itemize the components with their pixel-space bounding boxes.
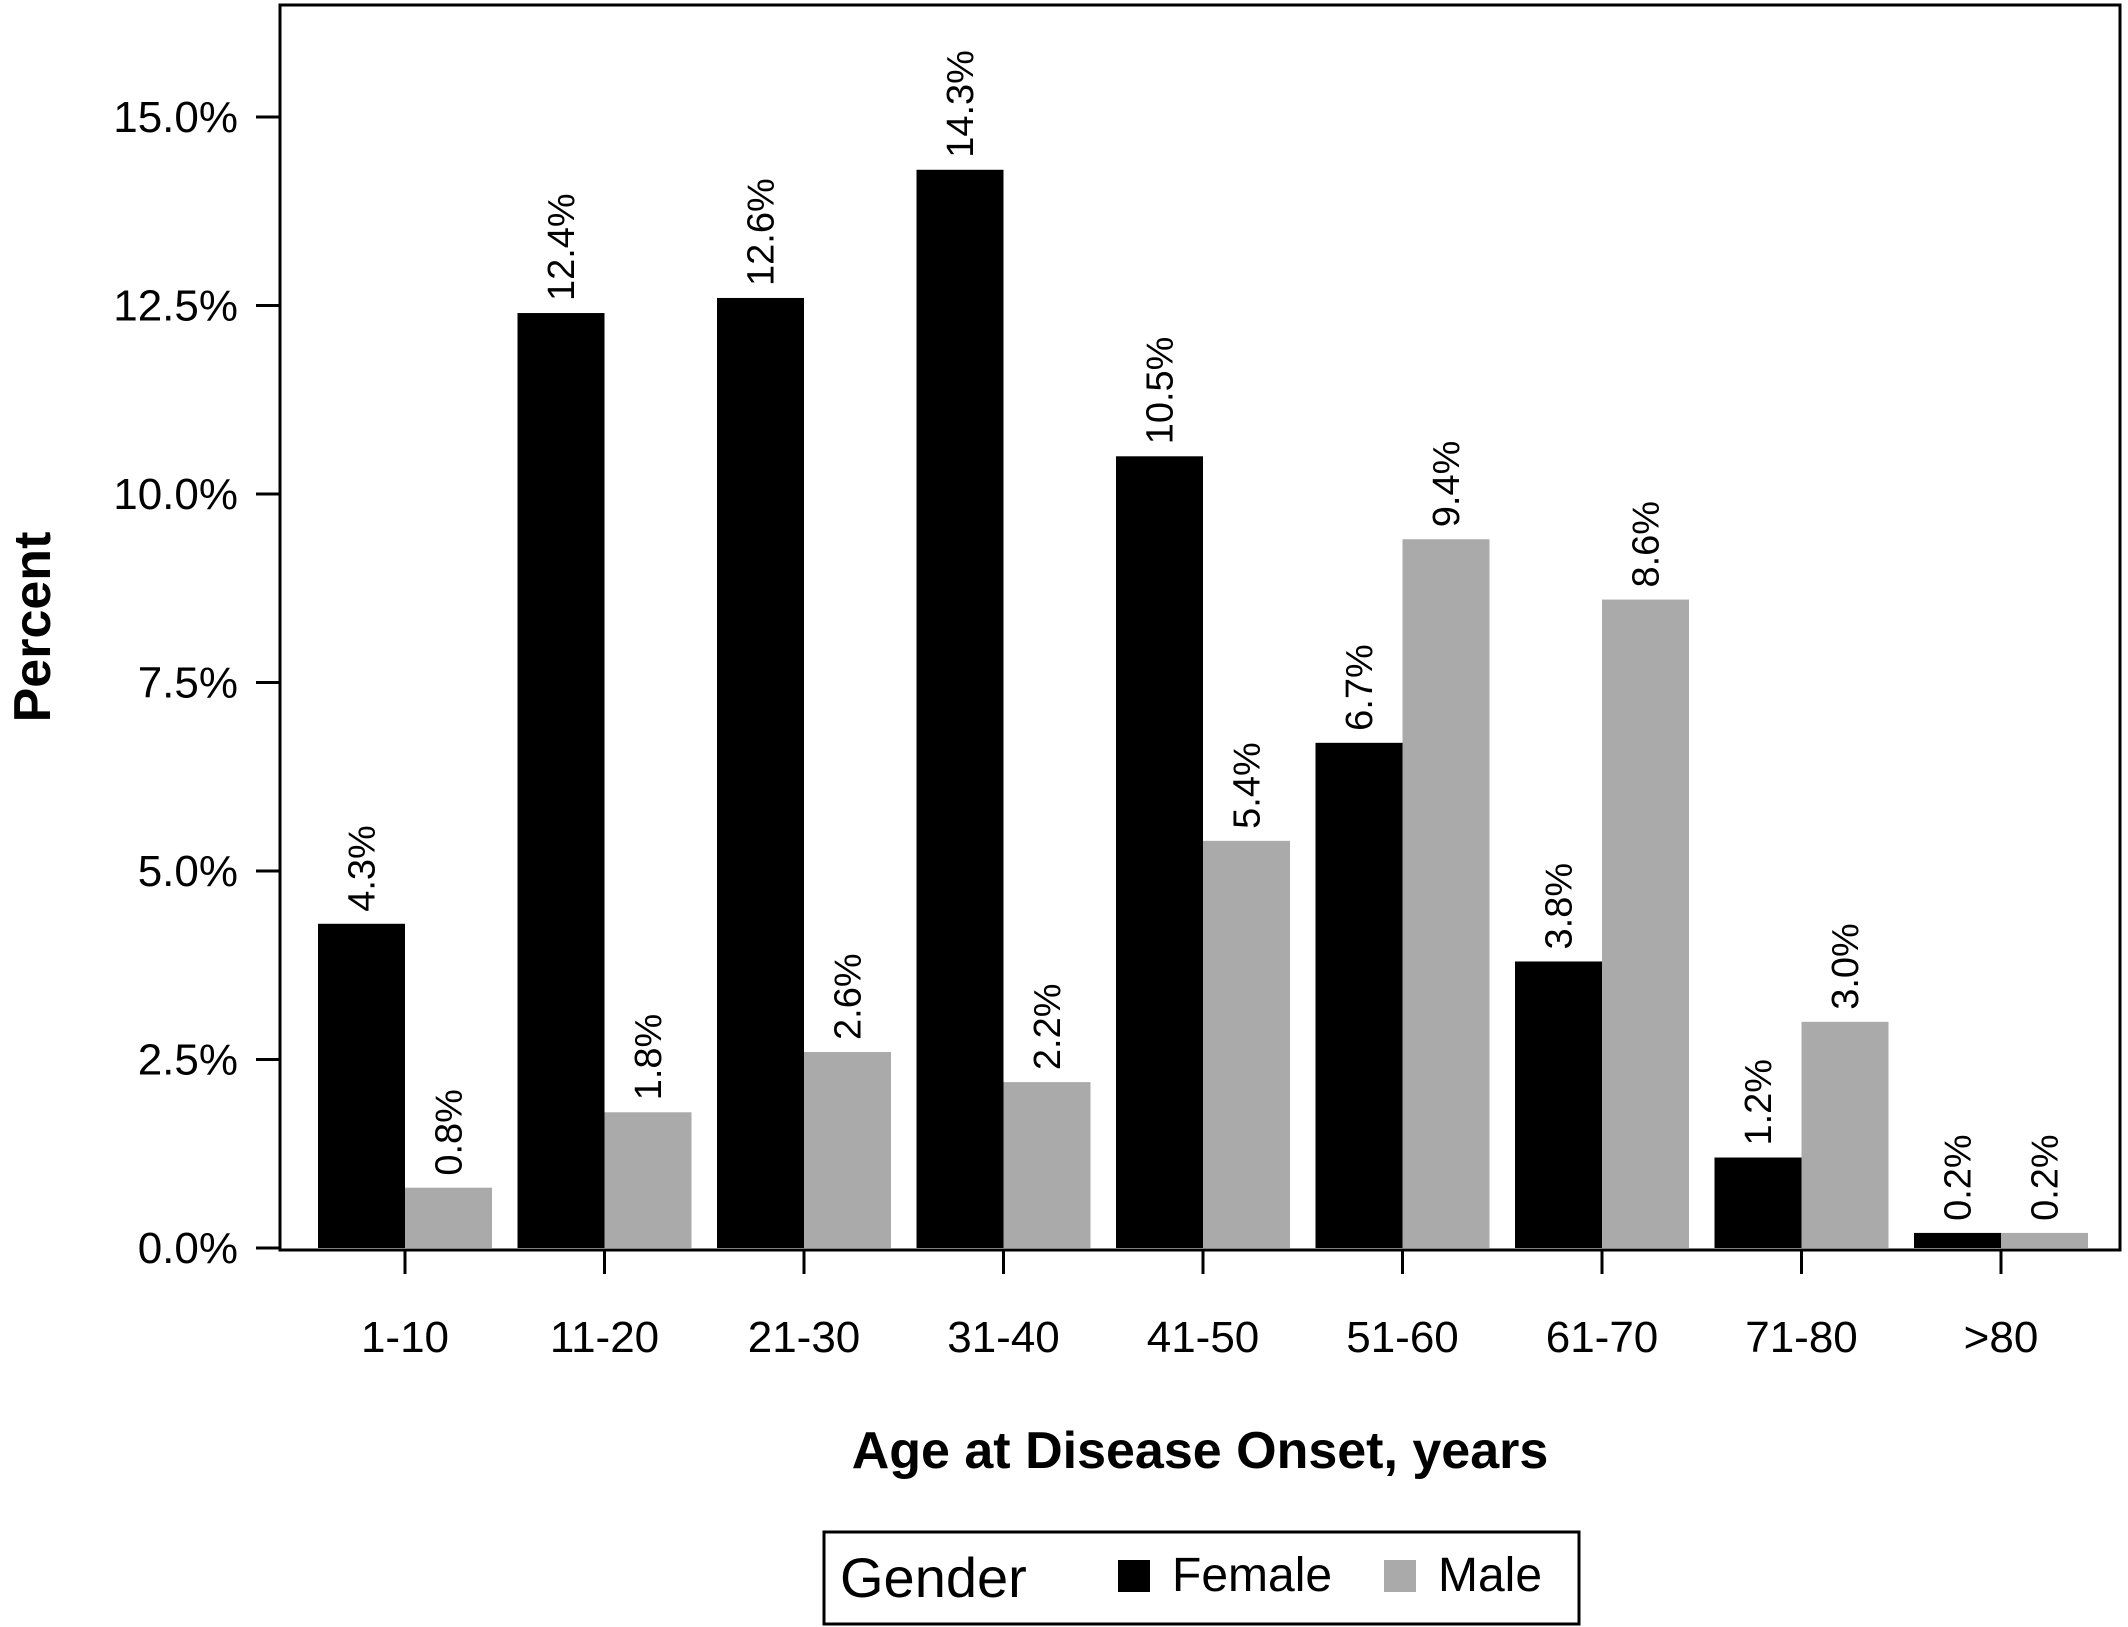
legend-box	[822, 1530, 1581, 1626]
data-label-male: 5.4%	[1227, 742, 1269, 829]
bar-female	[517, 313, 605, 1248]
x-axis-title: Age at Disease Onset, years	[852, 1422, 1549, 1480]
bar-male	[804, 1051, 891, 1248]
legend-label-female: Female	[1172, 1549, 1332, 1602]
data-label-male: 1.8%	[628, 1014, 670, 1101]
y-tick-label: 10.0%	[113, 470, 238, 519]
data-label-female: 4.3%	[342, 825, 384, 912]
data-label-male: 2.2%	[1027, 983, 1069, 1070]
bar-male	[1003, 1082, 1091, 1248]
data-label-female: 10.5%	[1140, 337, 1182, 445]
bar-female	[916, 169, 1004, 1248]
bars	[318, 169, 2088, 1249]
y-axis: 0.0% 2.5% 5.0% 7.5% 10.0% 12.5% 15.0%	[113, 93, 280, 1273]
bar-female	[1315, 742, 1403, 1248]
x-tick-label: 61-70	[1546, 1313, 1659, 1362]
bar-female	[318, 923, 405, 1248]
data-label-female: 0.2%	[1938, 1134, 1980, 1221]
y-tick-label: 2.5%	[138, 1036, 238, 1085]
x-tick-label: 31-40	[947, 1313, 1060, 1362]
legend-swatch-male	[1384, 1560, 1416, 1592]
bar-female	[1714, 1157, 1802, 1248]
bar-male	[1402, 539, 1490, 1248]
data-label-female: 12.6%	[741, 178, 783, 286]
y-tick-label: 7.5%	[138, 659, 238, 708]
data-label-male: 0.8%	[429, 1089, 471, 1176]
bar-male	[1203, 840, 1290, 1248]
legend-title: Gender	[840, 1546, 1027, 1609]
legend-label-male: Male	[1438, 1549, 1542, 1602]
data-label-female: 12.4%	[541, 193, 583, 301]
bar-male	[2001, 1232, 2088, 1248]
bar-male	[1602, 599, 1689, 1248]
bar-female	[717, 297, 804, 1249]
bar-male	[405, 1187, 492, 1248]
x-tick-label: 11-20	[550, 1313, 659, 1362]
bar-male	[1801, 1021, 1889, 1248]
x-axis: 1-10 11-20 21-30 31-40 41-50 51-60 61-70 71-80 >…	[361, 1250, 2038, 1362]
x-tick-label: 41-50	[1147, 1313, 1260, 1362]
x-tick-label: 21-30	[748, 1313, 861, 1362]
data-labels: 4.3% 12.4% 12.6% 14.3% 10.5% 6.7% 3.8% 1.2% 0.2%…	[342, 50, 2067, 1221]
data-label-male: 0.2%	[2025, 1134, 2067, 1221]
plot-frame	[278, 3, 2122, 1252]
data-label-female: 3.8%	[1539, 863, 1581, 950]
y-tick-label: 0.0%	[138, 1224, 238, 1273]
x-tick-label: 51-60	[1346, 1313, 1459, 1362]
bar-male	[604, 1112, 692, 1248]
x-tick-label: 71-80	[1745, 1313, 1858, 1362]
bar-female	[1914, 1232, 2001, 1248]
y-tick-label: 12.5%	[113, 282, 238, 331]
x-tick-label: 1-10	[361, 1313, 449, 1362]
data-label-female: 14.3%	[940, 50, 982, 158]
legend: Gender Female Male	[822, 1530, 1581, 1626]
data-label-male: 9.4%	[1426, 441, 1468, 528]
data-label-male: 3.0%	[1825, 923, 1867, 1010]
bar-female	[1515, 961, 1602, 1248]
y-axis-title: Percent	[4, 532, 62, 723]
y-tick-label: 15.0%	[113, 93, 238, 142]
legend-swatch-female	[1118, 1560, 1150, 1592]
data-label-female: 6.7%	[1339, 644, 1381, 731]
bar-female	[1116, 456, 1203, 1248]
x-tick-label: >80	[1964, 1313, 2039, 1362]
data-label-male: 8.6%	[1626, 501, 1668, 588]
data-label-male: 2.6%	[828, 953, 870, 1040]
y-tick-label: 5.0%	[138, 847, 238, 896]
data-label-female: 1.2%	[1738, 1059, 1780, 1146]
